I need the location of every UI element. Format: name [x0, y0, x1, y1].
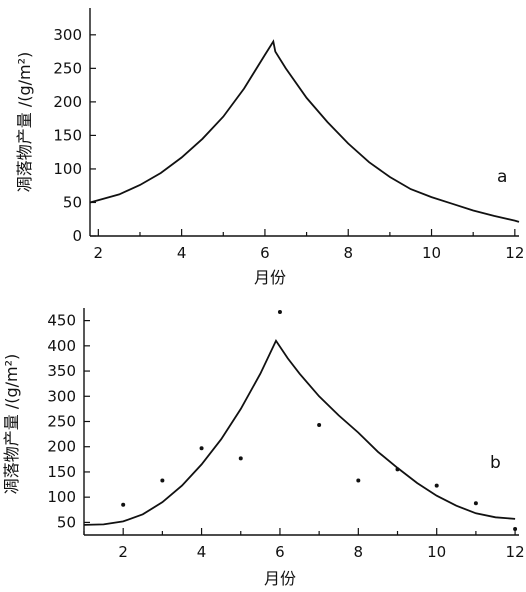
litter-curve-a — [89, 39, 520, 223]
x-tick-label-a: 10 — [422, 244, 441, 262]
y-tick-label-b: 350 — [47, 362, 76, 380]
observed-point — [277, 310, 282, 315]
observed-point — [317, 423, 322, 428]
y-tick-label-a: 50 — [63, 193, 82, 211]
y-axis-title-b: 凋落物产量 /(g/m²) — [2, 354, 21, 495]
y-tick-label-a: 100 — [53, 160, 82, 178]
y-tick-label-b: 100 — [47, 488, 76, 506]
x-tick-label-a: 6 — [260, 244, 270, 262]
y-tick-label-b: 450 — [47, 312, 76, 330]
observed-point — [473, 501, 478, 506]
panel-label-b: b — [490, 453, 501, 473]
x-tick-label-b: 4 — [197, 543, 207, 561]
y-tick-label-b: 400 — [47, 337, 76, 355]
observed-point — [121, 502, 126, 507]
x-tick-label-b: 10 — [427, 543, 446, 561]
y-tick-label-a: 200 — [53, 93, 82, 111]
y-axis-title-a: 凋落物产量 /(g/m²) — [15, 52, 34, 193]
y-tick-label-a: 250 — [53, 59, 82, 77]
x-tick-label-b: 6 — [275, 543, 285, 561]
observed-point — [199, 446, 204, 451]
x-tick-label-a: 12 — [505, 244, 524, 262]
y-tick-label-b: 200 — [47, 438, 76, 456]
x-tick-label-b: 12 — [506, 543, 525, 561]
panel-label-a: a — [497, 167, 507, 187]
chart-panel-b: 2 4 6 8 10 12 50 100 150 200 250 300 350 400 450 月份 凋落… — [2, 308, 525, 588]
observed-point — [356, 478, 361, 483]
x-axis-title-b: 月份 — [264, 569, 296, 588]
observed-point — [160, 478, 165, 483]
x-tick-label-a: 8 — [343, 244, 353, 262]
y-tick-label-b: 250 — [47, 413, 76, 431]
y-tick-label-a: 300 — [53, 26, 82, 44]
x-tick-label-b: 2 — [118, 543, 128, 561]
x-tick-label-a: 2 — [94, 244, 104, 262]
litter-curve-b — [83, 338, 516, 526]
x-tick-label-b: 8 — [354, 543, 364, 561]
x-axis-title-a: 月份 — [254, 268, 286, 287]
x-tick-label-a: 4 — [177, 244, 187, 262]
y-tick-label-a: 0 — [72, 227, 82, 245]
y-tick-label-b: 300 — [47, 387, 76, 405]
y-tick-label-b: 150 — [47, 463, 76, 481]
observed-point — [434, 483, 439, 488]
chart-panel-a: 2 4 6 8 10 12 0 50 100 150 200 250 300 月份 凋落物产量 /(g/… — [15, 8, 524, 287]
observed-point — [238, 456, 243, 461]
y-tick-label-a: 150 — [53, 126, 82, 144]
observed-point — [395, 467, 400, 472]
y-tick-label-b: 50 — [57, 513, 76, 531]
